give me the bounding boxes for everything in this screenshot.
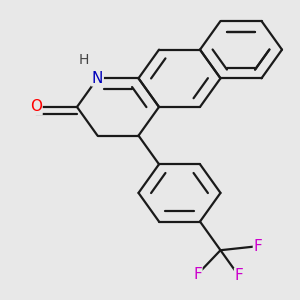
Text: H: H — [79, 53, 89, 67]
Text: O: O — [30, 100, 42, 115]
Text: N: N — [92, 71, 103, 86]
Text: F: F — [235, 268, 243, 284]
Text: F: F — [193, 267, 202, 282]
Text: F: F — [254, 239, 262, 254]
